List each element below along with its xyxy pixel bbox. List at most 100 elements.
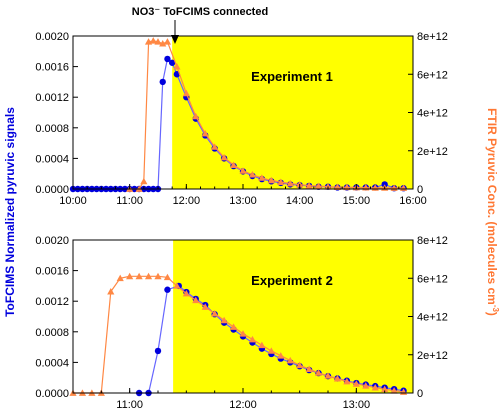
bottom-ftir-point (116, 274, 124, 282)
bottom-y-left-tick-label: 0.0008 (35, 327, 69, 339)
top-y-left-tick-label: 0.0004 (35, 153, 69, 165)
top-x-tick-label: 15:00 (343, 195, 371, 207)
bottom-ftir-point (182, 289, 190, 297)
top-x-tick-label: 11:00 (116, 195, 143, 207)
bottom-ftir-point (305, 365, 313, 372)
right-axis-label-close: ) (485, 312, 499, 316)
bottom-ftir-point (381, 385, 389, 393)
bottom-ftir-point (144, 272, 153, 280)
top-ftir-point (258, 174, 266, 181)
top-cims-point (159, 78, 166, 86)
bottom-ftir-point (362, 382, 370, 389)
bottom-ftir-point (390, 387, 398, 394)
top-ftir-point (324, 183, 332, 190)
top-ftir-point (229, 161, 238, 168)
bottom-ftir-point (333, 375, 342, 382)
top-highlight-region (172, 36, 413, 189)
bottom-ftir-point (314, 369, 323, 376)
bottom-x-tick-label: 13:00 (343, 399, 371, 411)
bottom-ftir-point (277, 352, 285, 359)
bottom-ftir-point (239, 330, 247, 337)
bottom-ftir-point (154, 272, 162, 280)
bottom-ftir-point (343, 377, 351, 385)
bottom-ftir-point (324, 372, 332, 379)
left-axis-label: ToFCIMS Normalized pyruvic signals (3, 107, 17, 317)
top-x-tick-label: 10:00 (59, 195, 87, 207)
top-ftir-point (173, 63, 181, 70)
top-ftir-point (211, 143, 219, 150)
bottom-x-tick-label: 12:00 (229, 399, 257, 411)
top-ftir-point (163, 38, 172, 45)
top-ftir-point (267, 176, 275, 184)
top-y-right-tick-label: 2e+12 (417, 146, 448, 158)
top-ftir-point (286, 179, 294, 187)
right-axis-label: FTIR Pyruvic Conc. (molecules cm-3) (485, 108, 500, 316)
bottom-y-right-tick-label: 4e+12 (417, 312, 448, 324)
bottom-ftir-point (258, 341, 266, 349)
bottom-y-left-tick-label: 0.0016 (35, 266, 69, 278)
bottom-ftir-point (107, 288, 115, 295)
bottom-ftir-point (248, 335, 257, 343)
bottom-ftir-point (211, 310, 219, 317)
top-y-left-tick-label: 0.0008 (35, 123, 69, 135)
bottom-ftir-point (296, 361, 304, 369)
top-cims-point (164, 55, 171, 63)
bottom-y-right-tick-label: 6e+12 (417, 273, 448, 285)
bottom-ftir-point (201, 303, 209, 310)
top-ftir-point (277, 178, 285, 185)
annotation-label: NO3⁻ ToFCIMS connected (132, 6, 268, 18)
bottom-y-left-tick-label: 0.0000 (35, 388, 69, 400)
top-x-tick-label: 14:00 (286, 195, 314, 207)
top-x-tick-label: 13:00 (229, 195, 257, 207)
top-ftir-point (333, 183, 342, 190)
top-x-tick-label: 16:00 (399, 195, 427, 207)
top-y-right-tick-label: 0 (417, 184, 423, 196)
top-ftir-point (248, 171, 257, 178)
top-ftir-point (149, 37, 157, 44)
bottom-ftir-point (286, 356, 294, 364)
bottom-x-tick-label: 11:00 (116, 399, 143, 411)
top-ftir-point (201, 129, 209, 137)
top-y-left-tick-label: 0.0016 (35, 62, 69, 74)
bottom-ftir-point (192, 296, 200, 304)
top-ftir-point (140, 177, 148, 185)
bottom-cims-point (164, 286, 171, 293)
top-plot-frame (72, 35, 414, 190)
bottom-y-left-tick-label: 0.0004 (35, 357, 69, 369)
bottom-ftir-point (352, 380, 360, 387)
annotation-arrow-head (171, 35, 179, 44)
top-ftir-point (239, 167, 247, 174)
top-x-tick-label: 12:00 (173, 195, 201, 207)
top-ftir-point (192, 112, 200, 120)
top-y-right-tick-label: 4e+12 (417, 108, 448, 120)
bottom-ftir-point (220, 316, 228, 324)
top-ftir-point (220, 153, 228, 161)
bottom-plot-frame (72, 239, 414, 394)
top-ftir-point (182, 89, 190, 97)
bottom-y-right-tick-label: 2e+12 (417, 350, 448, 362)
bottom-ftir-point (163, 273, 172, 281)
bottom-y-right-tick-label: 0 (417, 388, 423, 400)
bottom-experiment-title: Experiment 2 (251, 273, 333, 288)
top-y-left-tick-label: 0.0000 (35, 184, 69, 196)
bottom-ftir-point (135, 272, 143, 280)
bottom-highlight-region (173, 240, 413, 393)
right-axis-label-sup: -3 (491, 305, 500, 313)
bottom-y-right-tick-label: 8e+12 (417, 235, 448, 247)
bottom-ftir-point (126, 272, 134, 280)
bottom-y-left-tick-label: 0.0012 (35, 296, 69, 308)
top-cims-point (168, 59, 176, 66)
bottom-y-left-tick-label: 0.0020 (35, 235, 69, 247)
top-y-right-tick-label: 6e+12 (417, 69, 448, 81)
top-y-left-tick-label: 0.0012 (35, 92, 69, 104)
bottom-ftir-point (371, 384, 379, 391)
bottom-ftir-point (229, 323, 238, 330)
bottom-ftir-point (267, 347, 275, 354)
top-ftir-point (159, 40, 167, 47)
top-y-left-tick-label: 0.0020 (35, 31, 69, 43)
bottom-cims-point (154, 347, 162, 355)
top-ftir-point (305, 181, 313, 189)
top-ftir-point (314, 182, 323, 190)
bottom-ftir-point (173, 282, 181, 289)
